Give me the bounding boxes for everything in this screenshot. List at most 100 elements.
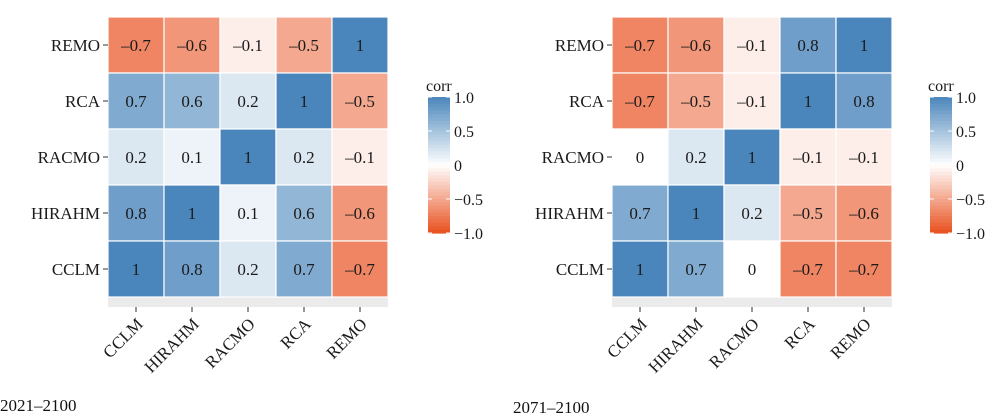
legend-gradient-segment (930, 212, 952, 217)
legend-gradient-segment (930, 216, 952, 220)
x-tick-label: RCA (277, 314, 316, 353)
legend-tick-label: 0.5 (956, 124, 976, 141)
cell-value-label: 1 (188, 204, 197, 223)
y-tick-label: CCLM (52, 260, 100, 279)
cell-value-label: 1 (804, 92, 813, 111)
heatmap-cell (723, 72, 781, 130)
caption-right: 2071–2100 (513, 398, 590, 417)
cell-value-label: –0.7 (624, 92, 655, 111)
cell-value-label: 1 (860, 36, 869, 55)
legend-gradient-segment (930, 219, 952, 224)
legend-gradient-segment (930, 134, 952, 139)
cell-value-label: 0.2 (237, 260, 258, 279)
cell-value-label: –0.7 (848, 260, 879, 279)
cell-value-label: –0.7 (792, 260, 823, 279)
legend-gradient-segment (428, 127, 450, 132)
cell-value-label: –0.1 (736, 92, 767, 111)
heatmap-cell (667, 16, 725, 74)
legend-gradient-segment (428, 226, 450, 231)
legend-gradient-segment (930, 178, 952, 183)
legend-gradient-segment (930, 171, 952, 176)
x-tick-label: CCLM (99, 314, 147, 362)
legend-gradient-segment (428, 141, 450, 146)
heatmap-cell (219, 184, 277, 242)
legend-gradient-segment (428, 114, 450, 118)
y-tick-label: RCA (569, 92, 605, 111)
cell-value-label: –0.1 (792, 148, 823, 167)
cell-value-label: 0.7 (685, 260, 707, 279)
legend-gradient-segment (930, 161, 952, 166)
heatmap-cell (331, 72, 389, 130)
legend-gradient-segment (428, 144, 450, 149)
heatmap-cell (779, 240, 837, 298)
heatmap-cell (163, 184, 221, 242)
y-tick-label: REMO (555, 36, 604, 55)
heatmap-cell (275, 72, 333, 130)
legend-gradient-segment (428, 171, 450, 176)
legend-gradient-segment (428, 205, 450, 210)
legend-title: corr (426, 78, 452, 95)
legend-gradient-segment (930, 202, 952, 207)
legend-gradient-segment (428, 209, 450, 214)
legend-tick-label: −0.5 (454, 192, 483, 209)
heatmap-cell (331, 184, 389, 242)
heatmap-cell (331, 128, 389, 186)
legend-tick-label: 0.5 (454, 124, 474, 141)
x-tick-label: RACMO (201, 314, 259, 372)
heatmap-cell (835, 72, 893, 130)
y-tick-label: HIRAHM (31, 204, 100, 223)
x-tick-label: RCA (781, 314, 820, 353)
legend-gradient-segment (428, 188, 450, 193)
heatmap-cell (779, 184, 837, 242)
y-tick-label: RACMO (38, 148, 100, 167)
legend-tick-label: 1.0 (454, 90, 474, 107)
cell-value-label: –0.1 (344, 148, 375, 167)
legend-gradient-segment (428, 202, 450, 207)
cell-value-label: 0 (636, 148, 645, 167)
cell-value-label: 1 (692, 204, 701, 223)
legend-gradient-segment (428, 137, 450, 142)
cell-value-label: 1 (300, 92, 309, 111)
heatmap-cell (163, 16, 221, 74)
legend-gradient-segment (428, 212, 450, 217)
legend-gradient-segment (428, 131, 450, 135)
legend-gradient-segment (428, 97, 450, 101)
legend-tick-label: 1.0 (956, 90, 976, 107)
legend-gradient-segment (930, 168, 952, 173)
legend-gradient-segment (428, 148, 450, 152)
cell-value-label: –0.5 (288, 36, 319, 55)
cell-value-label: –0.5 (344, 92, 375, 111)
y-tick-label: RCA (65, 92, 101, 111)
legend-gradient-segment (930, 229, 952, 234)
x-tick-label: RACMO (705, 314, 763, 372)
cell-value-label: –0.5 (792, 204, 823, 223)
legend-gradient-segment (930, 124, 952, 129)
cell-value-label: –0.7 (624, 36, 655, 55)
legend-gradient-segment (930, 151, 952, 156)
x-tick-label: CCLM (603, 314, 651, 362)
legend-gradient-segment (428, 219, 450, 224)
cell-value-label: 0.2 (741, 204, 762, 223)
legend-gradient-segment (930, 195, 952, 200)
legend-gradient-segment (930, 175, 952, 180)
heatmap-cell (107, 240, 165, 298)
legend-gradient-segment (930, 199, 952, 203)
legend-gradient-segment (428, 195, 450, 200)
legend-gradient-segment (428, 216, 450, 220)
legend-gradient-segment (930, 144, 952, 149)
legend-tick-label: −0.5 (956, 192, 985, 209)
legend-gradient-segment (428, 229, 450, 234)
cell-value-label: –0.5 (680, 92, 711, 111)
legend-gradient-segment (428, 100, 450, 105)
cell-value-label: 1 (244, 148, 253, 167)
cell-value-label: 0.8 (181, 260, 202, 279)
cell-value-label: –0.7 (120, 36, 151, 55)
cell-value-label: 1 (132, 260, 141, 279)
legend-gradient-segment (428, 103, 450, 108)
legend-gradient-segment (930, 137, 952, 142)
legend-gradient-segment (930, 209, 952, 214)
heatmap-cell (835, 128, 893, 186)
cell-value-label: –0.6 (344, 204, 375, 223)
cell-value-label: 0.7 (629, 204, 651, 223)
legend-gradient-segment (428, 120, 450, 125)
